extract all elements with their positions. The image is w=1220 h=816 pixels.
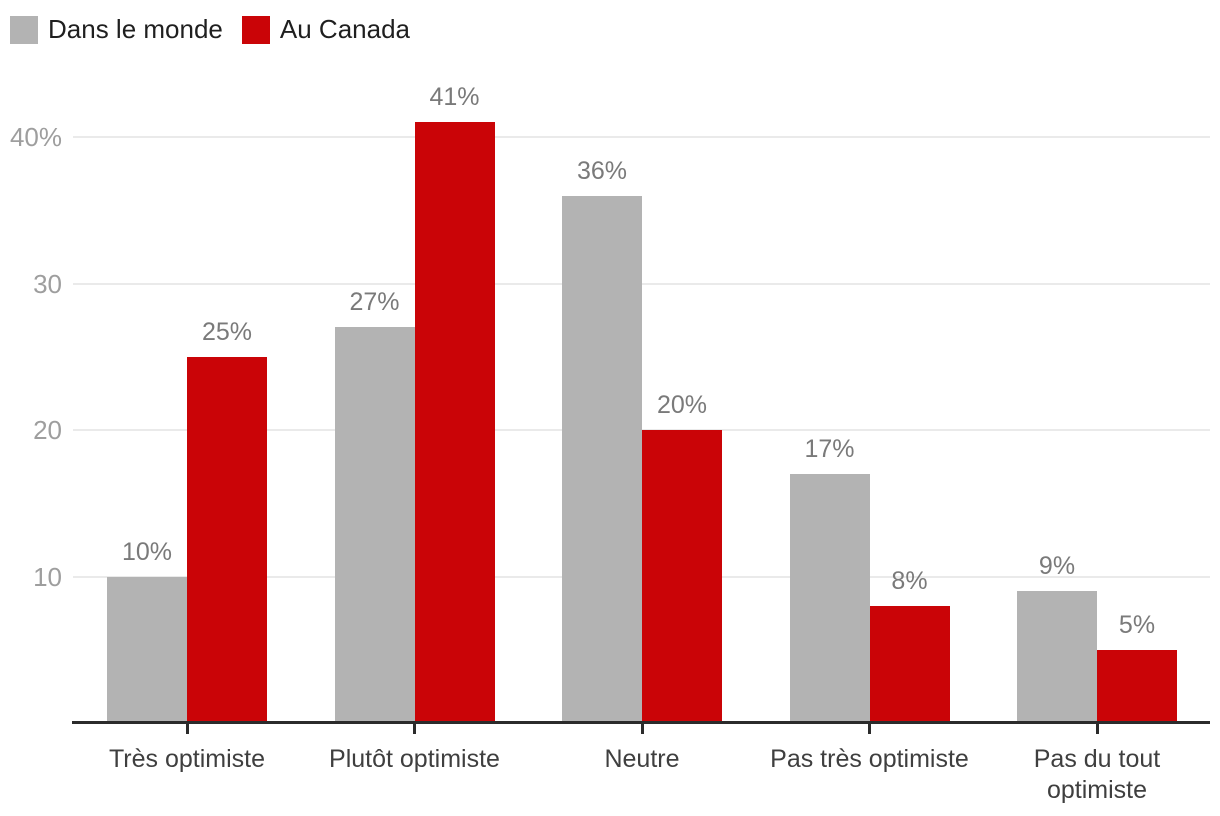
category-label: Pas très optimiste — [770, 745, 969, 773]
y-axis-tick-label: 30 — [33, 268, 62, 299]
y-axis-tick-label: 10 — [33, 561, 62, 592]
bar-monde — [789, 473, 870, 724]
x-axis-tick-mark — [1095, 724, 1099, 734]
bar-value-label: 8% — [891, 566, 928, 595]
category-label: Plutôt optimiste — [329, 745, 500, 773]
legend-item-monde: Dans le monde — [10, 14, 223, 45]
bar-monde — [107, 576, 187, 724]
legend-label: Dans le monde — [48, 14, 223, 44]
x-axis-tick-mark — [185, 724, 189, 734]
bar-value-label: 5% — [1118, 610, 1156, 639]
bar-value-label: 27% — [349, 288, 400, 317]
chart-legend: Dans le monde Au Canada — [10, 14, 410, 45]
bar-value-label: 9% — [1038, 552, 1076, 581]
legend-swatch-icon — [241, 15, 270, 44]
bar-value-label: 20% — [656, 391, 708, 419]
y-axis-tick-label: 20 — [33, 415, 62, 445]
bar-value-label: 17% — [804, 434, 855, 463]
x-axis-tick-mark — [868, 724, 871, 734]
y-axis-tick-label: 40% — [9, 122, 62, 152]
category-label: Très optimiste — [108, 745, 266, 773]
x-axis-tick-mark — [640, 724, 644, 734]
bar-value-label: 10% — [121, 537, 173, 566]
category-label: Neutre — [604, 745, 680, 773]
bar-value-label: 25% — [201, 317, 253, 346]
category-label: Pas du tout optimiste — [1033, 745, 1161, 804]
legend-item-canada: Au Canada — [241, 14, 410, 45]
bar-canada — [414, 122, 495, 724]
bar-canada — [1097, 649, 1177, 724]
bar-canada — [869, 605, 950, 724]
legend-swatch-icon — [10, 15, 38, 44]
bar-monde — [1017, 591, 1097, 724]
bar-monde — [334, 327, 415, 724]
bar-value-label: 41% — [429, 83, 480, 112]
bar-value-label: 36% — [576, 156, 628, 185]
bar-monde — [562, 195, 642, 724]
x-axis-line — [72, 721, 1210, 724]
bar-canada — [187, 356, 267, 724]
gridline — [73, 136, 1210, 138]
x-axis-tick-mark — [413, 724, 416, 734]
legend-label: Au Canada — [279, 14, 410, 44]
bar-canada — [642, 430, 722, 724]
